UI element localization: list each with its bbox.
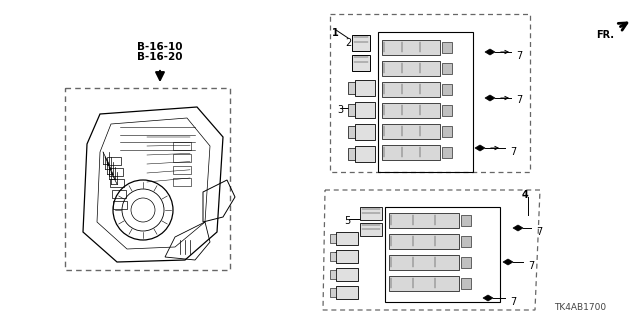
Bar xyxy=(389,276,459,291)
Text: B-16-10: B-16-10 xyxy=(137,42,183,52)
Bar xyxy=(173,142,191,150)
Bar xyxy=(382,61,440,76)
Bar xyxy=(389,255,459,270)
Text: 2: 2 xyxy=(345,38,351,48)
Bar xyxy=(360,223,382,236)
Bar xyxy=(461,236,471,247)
Text: 3: 3 xyxy=(337,105,343,115)
Bar xyxy=(382,103,440,118)
Bar xyxy=(110,179,124,187)
Bar xyxy=(461,278,471,289)
Bar xyxy=(336,286,358,299)
Polygon shape xyxy=(475,145,485,151)
Bar xyxy=(173,154,191,162)
Bar xyxy=(355,102,375,118)
Bar xyxy=(111,190,125,198)
Bar xyxy=(442,42,452,53)
Bar xyxy=(113,201,127,209)
Bar xyxy=(352,55,370,71)
Bar xyxy=(330,234,336,243)
Bar xyxy=(382,145,440,160)
Polygon shape xyxy=(485,49,495,55)
Bar xyxy=(65,88,230,270)
Bar xyxy=(336,232,358,245)
Bar xyxy=(173,166,191,174)
Bar xyxy=(378,32,473,172)
Bar xyxy=(109,168,122,176)
Polygon shape xyxy=(483,295,493,301)
Bar xyxy=(355,80,375,96)
Bar xyxy=(389,213,459,228)
Polygon shape xyxy=(503,259,513,265)
Text: 5: 5 xyxy=(344,216,350,226)
Bar xyxy=(336,250,358,263)
Bar xyxy=(442,63,452,74)
Bar xyxy=(385,207,500,302)
Bar xyxy=(382,40,440,55)
Bar xyxy=(352,35,370,51)
Text: 7: 7 xyxy=(536,227,542,237)
Bar xyxy=(382,124,440,139)
Bar xyxy=(442,84,452,95)
Bar xyxy=(107,157,121,165)
Bar xyxy=(461,215,471,226)
Bar xyxy=(348,104,355,116)
Bar xyxy=(355,124,375,140)
Text: FR.: FR. xyxy=(596,30,614,40)
Bar xyxy=(348,148,355,160)
Bar xyxy=(355,146,375,162)
Bar xyxy=(360,207,382,220)
Text: B-16-20: B-16-20 xyxy=(137,52,183,62)
Bar xyxy=(442,126,452,137)
Bar xyxy=(330,270,336,279)
Bar xyxy=(442,147,452,158)
Bar xyxy=(348,82,355,94)
Bar xyxy=(442,105,452,116)
Bar xyxy=(461,257,471,268)
Text: 7: 7 xyxy=(510,297,516,307)
FancyArrowPatch shape xyxy=(500,96,508,100)
Bar xyxy=(389,234,459,249)
Text: 7: 7 xyxy=(528,261,534,271)
Text: 7: 7 xyxy=(516,51,522,61)
Bar xyxy=(330,252,336,261)
Text: 7: 7 xyxy=(516,95,522,105)
Text: 1: 1 xyxy=(332,28,339,38)
Text: 4: 4 xyxy=(522,190,529,200)
Bar xyxy=(336,268,358,281)
Text: TK4AB1700: TK4AB1700 xyxy=(554,303,606,312)
Bar xyxy=(348,126,355,138)
Polygon shape xyxy=(513,225,523,231)
Bar xyxy=(173,178,191,186)
Text: 7: 7 xyxy=(510,147,516,157)
Polygon shape xyxy=(485,95,495,101)
Bar xyxy=(330,288,336,297)
Text: 6: 6 xyxy=(332,252,338,262)
Bar xyxy=(382,82,440,97)
FancyArrowPatch shape xyxy=(491,146,498,150)
FancyArrowPatch shape xyxy=(500,50,508,54)
